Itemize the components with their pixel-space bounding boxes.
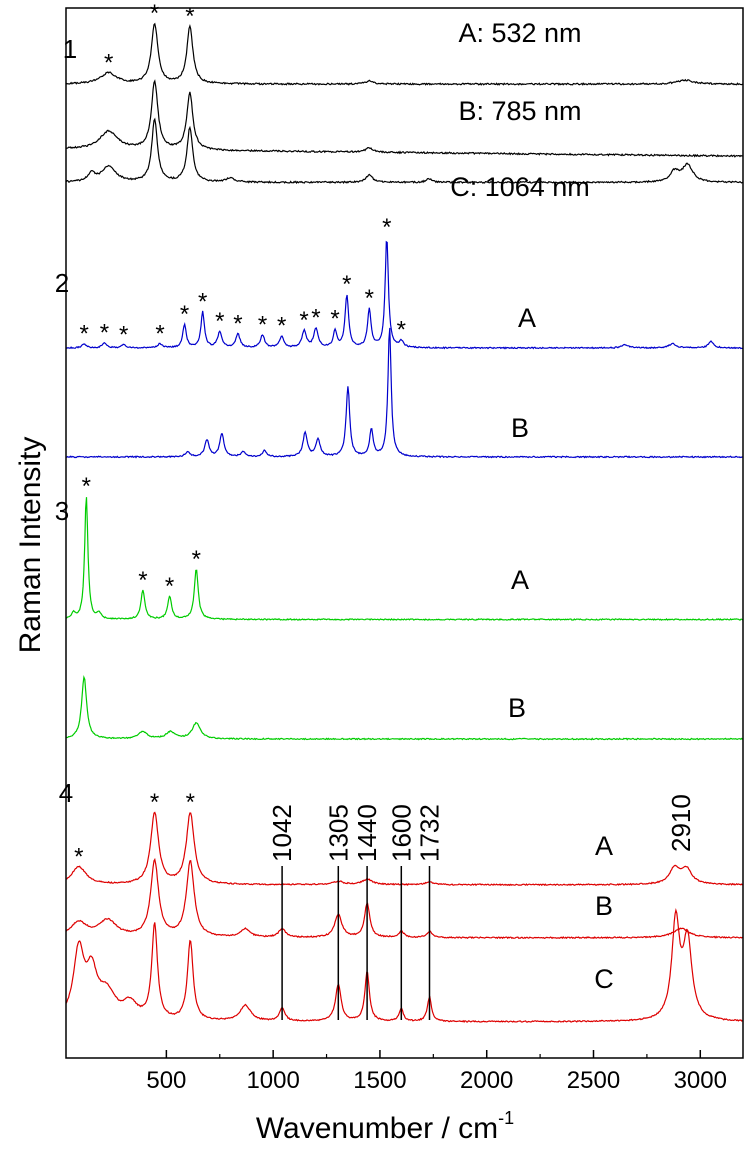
- x-tick-label-2500: 2500: [567, 1067, 620, 1094]
- x-tick-label-1500: 1500: [353, 1067, 406, 1094]
- band-label-1600: 1600: [386, 804, 416, 862]
- series-line-3-1: [65, 497, 743, 621]
- x-tick-label-2000: 2000: [460, 1067, 513, 1094]
- x-axis-label: Wavenumber / cm-1: [256, 1108, 514, 1145]
- series-label-4-3: C: [594, 964, 614, 994]
- band-label-1042: 1042: [267, 804, 297, 862]
- peak-asterisk-2-8: *: [233, 311, 242, 338]
- series-line-1-1: [65, 22, 743, 86]
- series-line-3-2: [66, 675, 743, 741]
- series-label-2-1: A: [518, 303, 536, 333]
- series-line-1-3: [65, 117, 743, 185]
- series-label-3-1: A: [511, 565, 529, 595]
- peak-asterisk-1-3: *: [185, 3, 194, 30]
- x-axis-label-text: Wavenumber / cm: [256, 1112, 498, 1145]
- peak-asterisk-4-2: *: [150, 789, 159, 816]
- peak-asterisk-3-2: *: [138, 567, 147, 594]
- series-line-4-3: [65, 908, 743, 1024]
- peak-asterisk-4-1: *: [74, 844, 83, 871]
- peak-asterisk-2-17: *: [397, 317, 406, 344]
- panel-label-2: 2: [55, 268, 69, 298]
- peak-asterisk-2-4: *: [155, 320, 164, 347]
- peak-asterisk-2-14: *: [342, 271, 351, 298]
- band-label-1305: 1305: [323, 804, 353, 862]
- series-label-1-3: C: 1064 nm: [450, 172, 590, 202]
- panel-label-1: 1: [63, 34, 77, 64]
- y-axis-label: Raman Intensity: [14, 437, 47, 654]
- band-label-2910: 2910: [666, 794, 696, 852]
- peak-asterisk-2-15: *: [365, 285, 374, 312]
- series-line-1-2: [65, 79, 743, 158]
- series-line-4-1: [65, 811, 743, 887]
- peak-asterisk-2-3: *: [119, 322, 128, 349]
- series-line-4-2: [65, 857, 743, 940]
- series-label-3-2: B: [508, 693, 526, 723]
- peak-asterisk-2-6: *: [198, 289, 207, 316]
- peak-asterisk-3-3: *: [165, 573, 174, 600]
- peak-asterisk-2-11: *: [299, 307, 308, 334]
- series-label-1-1: A: 532 nm: [458, 18, 581, 48]
- peak-asterisk-1-2: *: [150, 0, 159, 27]
- peak-asterisk-2-9: *: [258, 312, 267, 339]
- series-label-4-2: B: [595, 891, 613, 921]
- peak-asterisk-2-7: *: [215, 308, 224, 335]
- series-label-1-2: B: 785 nm: [458, 96, 581, 126]
- peak-asterisk-2-13: *: [330, 306, 339, 333]
- x-tick-label-3000: 3000: [674, 1067, 727, 1094]
- peak-asterisk-3-1: *: [82, 473, 91, 500]
- band-label-1440: 1440: [352, 804, 382, 862]
- spectra-layer: [65, 22, 743, 1024]
- series-label-4-1: A: [595, 831, 613, 861]
- peak-asterisk-2-16: *: [382, 214, 391, 241]
- peak-asterisk-2-2: *: [100, 320, 109, 347]
- band-label-1732: 1732: [415, 804, 445, 862]
- x-axis: 500 1000 1500 2000 2500 3000: [146, 1050, 727, 1094]
- peak-asterisk-3-4: *: [192, 546, 201, 573]
- x-tick-label-1000: 1000: [246, 1067, 299, 1094]
- series-line-2-2: [65, 327, 743, 459]
- x-tick-label-500: 500: [146, 1067, 186, 1094]
- panel-label-3: 3: [55, 496, 69, 526]
- peak-asterisk-2-10: *: [277, 313, 286, 340]
- peak-asterisk-2-5: *: [180, 301, 189, 328]
- series-label-2-2: B: [511, 413, 529, 443]
- series-line-2-1: [65, 240, 743, 350]
- x-axis-label-superscript: -1: [498, 1108, 514, 1128]
- peak-asterisk-4-3: *: [186, 789, 195, 816]
- plot-frame: [65, 7, 744, 1059]
- peak-asterisk-2-1: *: [80, 321, 89, 348]
- peak-asterisk-1-1: *: [104, 50, 113, 77]
- peak-asterisk-2-12: *: [311, 305, 320, 332]
